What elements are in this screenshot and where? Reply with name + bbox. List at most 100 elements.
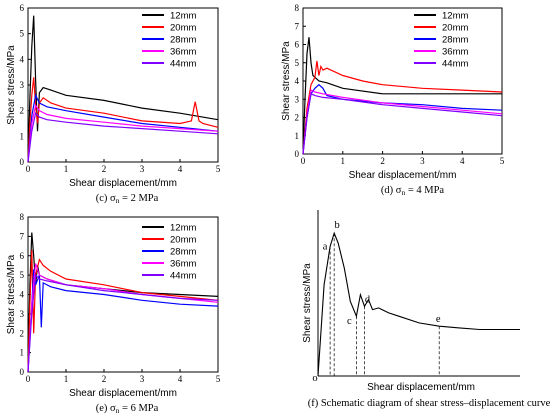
y-tick-label: 5: [20, 29, 25, 39]
x-axis-label: Shear displacement/mm: [69, 388, 177, 399]
caption-suffix: = 4 MPa: [405, 185, 444, 196]
legend-label-12mm: 12mm: [170, 11, 196, 22]
legend-label-28mm: 28mm: [170, 35, 196, 46]
y-tick-label: 2: [20, 106, 25, 116]
series-line-44mm: [302, 92, 503, 155]
point-label-d: d: [365, 294, 371, 305]
x-tick-label: 2: [380, 156, 385, 166]
y-tick-label: 6: [295, 40, 300, 50]
point-label-e: e: [436, 314, 441, 325]
y-tick-label: 8: [20, 212, 25, 222]
series-line-20mm: [27, 77, 219, 163]
y-tick-label: 3: [20, 80, 25, 90]
caption-sub: n: [116, 406, 120, 414]
x-axis-label: Shear displacement/mm: [69, 178, 177, 189]
x-tick-label: 1: [341, 156, 346, 166]
x-tick-label: 2: [102, 164, 107, 174]
caption-suffix: = 2 MPa: [119, 193, 158, 204]
y-tick-label: 7: [295, 21, 300, 31]
legend-label-36mm: 36mm: [170, 259, 196, 270]
x-axis-label: Shear displacement/mm: [349, 170, 457, 181]
panel-d: 0 1 2 3 4 5 0 1 2 3 4 5 6 7 8 Shear displacement/mm Shea…: [281, 3, 505, 197]
legend-label-12mm: 12mm: [170, 223, 196, 234]
panel-caption: (e) σn = 6 MPa: [96, 403, 159, 414]
x-tick-label: 4: [178, 374, 183, 384]
y-tick-label: 4: [20, 54, 25, 64]
series-line-44mm: [27, 273, 219, 373]
caption-prefix: (d) σ: [381, 185, 402, 196]
y-axis-label: Shear stress/MPa: [281, 41, 292, 121]
legend-label-20mm: 20mm: [170, 23, 196, 34]
point-label-a: a: [323, 242, 328, 253]
x-tick-label: 4: [460, 156, 465, 166]
series-line-36mm: [302, 89, 503, 155]
y-axis-label: Shear stress/MPa: [302, 263, 313, 343]
y-axis-label: Shear stress/MPa: [6, 45, 17, 125]
legend-label-36mm: 36mm: [170, 47, 196, 58]
legend-label-44mm: 44mm: [170, 271, 196, 282]
x-tick-label: 1: [64, 164, 69, 174]
legend-label-12mm: 12mm: [442, 11, 468, 22]
legend-label-28mm: 28mm: [170, 247, 196, 258]
panel-caption: (d) σn = 4 MPa: [381, 185, 445, 197]
y-tick-label: 0: [20, 157, 25, 167]
x-tick-label: 0: [26, 374, 31, 384]
x-tick-label: 2: [102, 374, 107, 384]
series-line-28mm: [27, 269, 219, 373]
x-tick-label: 0: [301, 156, 306, 166]
legend-label-20mm: 20mm: [170, 235, 196, 246]
series-line-12mm: [302, 37, 502, 155]
schematic-curve: [317, 231, 520, 377]
plot-frame: [302, 7, 503, 155]
y-tick-label: 3: [295, 94, 300, 104]
x-tick-label: 4: [178, 164, 183, 174]
y-tick-label: 2: [20, 328, 25, 338]
origin-label: o: [312, 373, 317, 384]
legend-label-36mm: 36mm: [442, 47, 468, 58]
series-line-20mm: [27, 249, 219, 373]
x-tick-label: 5: [216, 374, 221, 384]
caption-prefix: (e) σ: [96, 403, 116, 414]
y-tick-label: 1: [20, 348, 25, 358]
legend-label-20mm: 20mm: [442, 23, 468, 34]
caption-prefix: (c) σ: [96, 193, 116, 204]
y-tick-label: 2: [295, 113, 300, 123]
point-label-b: b: [335, 220, 340, 231]
legend-label-44mm: 44mm: [170, 59, 196, 70]
panel-f: o Shear displacement/mm Shear stress/MPa ab…: [302, 210, 550, 409]
caption-sub: n: [401, 188, 405, 197]
series-line-12mm: [27, 15, 219, 163]
x-tick-label: 5: [500, 156, 505, 166]
y-tick-label: 1: [295, 131, 300, 141]
panel-e: 0 1 2 3 4 5 0 1 2 3 4 5 6 7 8 Shear displacement/mm Shea…: [6, 212, 221, 414]
legend-label-28mm: 28mm: [442, 35, 468, 46]
point-label-c: c: [347, 316, 352, 327]
y-tick-label: 6: [20, 3, 25, 13]
y-tick-label: 7: [20, 231, 25, 241]
y-tick-label: 5: [20, 270, 25, 280]
panel-c: 0 1 2 3 4 5 0 1 2 3 4 5 6 Shear displacement/mm Shear …: [6, 3, 221, 205]
x-axis-label: Shear displacement/mm: [367, 382, 475, 393]
y-axis-label: Shear stress/MPa: [6, 254, 17, 334]
y-tick-label: 4: [20, 290, 25, 300]
panel-caption: (c) σn = 2 MPa: [96, 193, 159, 205]
series-line-28mm: [27, 93, 219, 163]
x-tick-label: 5: [216, 164, 221, 174]
x-tick-label: 3: [140, 374, 145, 384]
panel-caption: (f) Schematic diagram of shear stress–di…: [308, 398, 550, 409]
y-tick-label: 0: [20, 367, 25, 377]
y-tick-label: 4: [295, 76, 300, 86]
series-line-20mm: [302, 60, 503, 155]
y-tick-label: 8: [295, 3, 300, 13]
y-tick-label: 0: [295, 149, 300, 159]
x-tick-label: 0: [26, 164, 31, 174]
x-tick-label: 3: [140, 164, 145, 174]
y-tick-label: 3: [20, 309, 25, 319]
x-tick-label: 3: [420, 156, 425, 166]
legend-label-44mm: 44mm: [442, 59, 468, 70]
x-tick-label: 1: [64, 374, 69, 384]
caption-suffix: = 6 MPa: [119, 403, 158, 414]
y-tick-label: 6: [20, 251, 25, 261]
y-tick-label: 1: [20, 131, 25, 141]
